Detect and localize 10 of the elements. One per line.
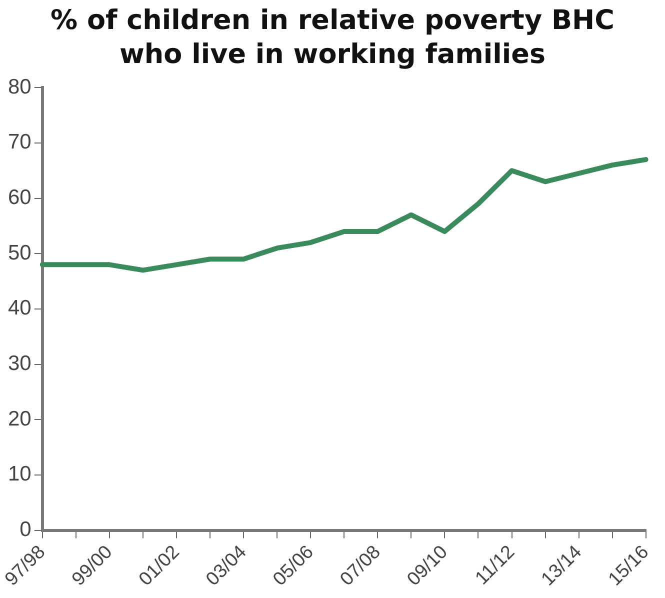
- y-tick-label: 60: [8, 186, 32, 210]
- y-tick-label: 0: [20, 518, 32, 542]
- y-tick-label: 50: [8, 241, 32, 264]
- y-tick-label: 20: [8, 407, 32, 430]
- y-tick-label: 40: [8, 296, 32, 320]
- y-tick-label: 30: [8, 352, 32, 376]
- y-tick-label: 80: [8, 75, 32, 98]
- y-tick-label: 70: [8, 130, 32, 154]
- chart-title: % of children in relative poverty BHC who live in working families: [50, 4, 616, 72]
- y-tick-label: 10: [8, 462, 32, 486]
